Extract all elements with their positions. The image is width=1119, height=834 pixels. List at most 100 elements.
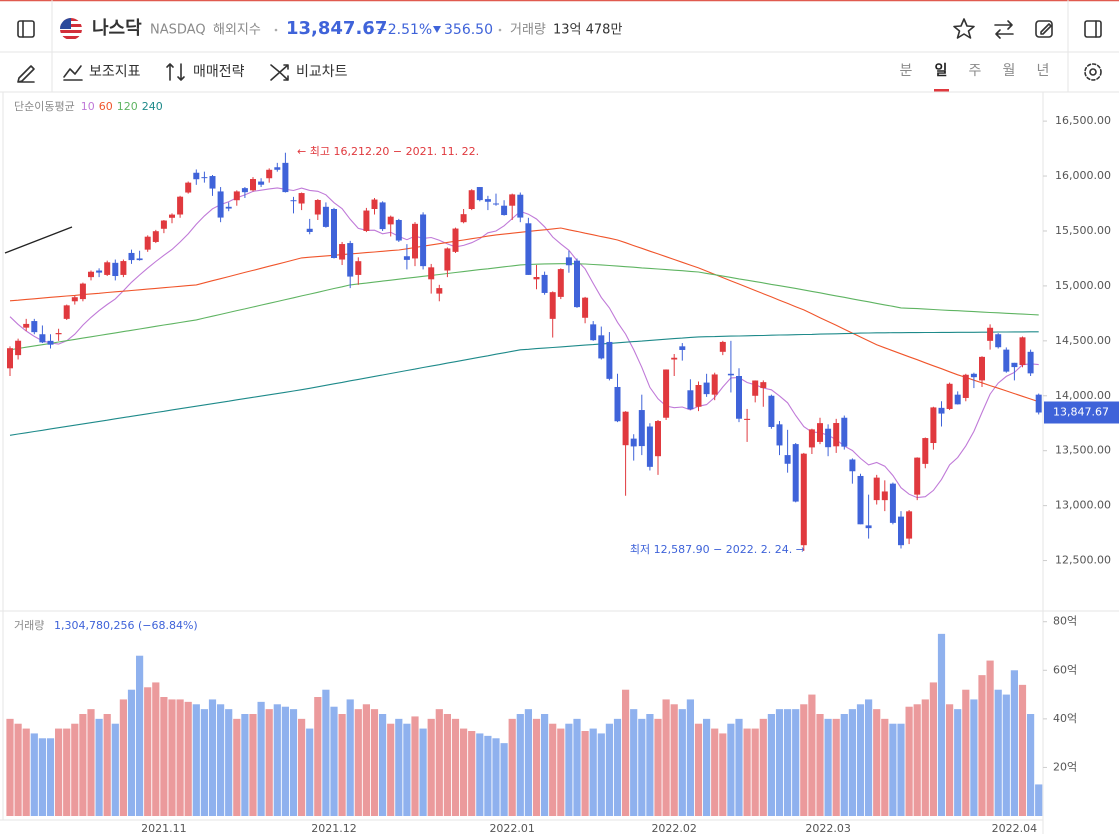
draw-tool[interactable] xyxy=(17,65,35,83)
candle-body xyxy=(412,223,418,259)
period-tab[interactable]: 분 xyxy=(900,63,913,79)
favorite-button[interactable] xyxy=(953,18,975,39)
volume-bar xyxy=(630,709,638,816)
volume-bar xyxy=(986,660,994,816)
tool-label[interactable]: 보조지표 xyxy=(89,64,141,80)
candle-body xyxy=(428,267,435,280)
volume-bar xyxy=(1027,714,1035,816)
volume-bar xyxy=(136,655,144,816)
volume-bar xyxy=(289,709,298,816)
volume-bar xyxy=(784,709,792,816)
x-tick-label: 2022.04 xyxy=(992,822,1038,834)
volume-bar xyxy=(200,709,208,816)
swap-button[interactable] xyxy=(994,20,1014,39)
volume-bar xyxy=(759,718,767,816)
candle-body xyxy=(355,261,362,275)
volume-bar xyxy=(743,728,751,816)
volume-bar xyxy=(565,723,573,816)
strategy-button[interactable]: 매매전략 xyxy=(166,63,245,81)
volume-bar xyxy=(678,709,686,816)
period-tab[interactable]: 년 xyxy=(1037,63,1050,79)
candle-body xyxy=(177,196,184,215)
volume-bar xyxy=(152,682,160,816)
volume-bar xyxy=(638,718,646,816)
candle-body xyxy=(209,176,216,189)
panel-toggle[interactable] xyxy=(1084,20,1102,38)
trend-line-drawing[interactable] xyxy=(4,226,73,254)
candle-body xyxy=(23,323,30,328)
y-tick-label: 13,000.00 xyxy=(1055,499,1111,512)
indicator-button[interactable]: 보조지표 xyxy=(63,64,141,81)
dot xyxy=(274,28,278,32)
volume-bar xyxy=(816,714,824,816)
candle-body xyxy=(825,428,832,448)
volume-bar xyxy=(322,689,330,816)
volume-bar xyxy=(225,709,233,816)
candle-body xyxy=(727,373,734,376)
tool-label[interactable]: 비교차트 xyxy=(296,64,348,80)
candle-body xyxy=(144,236,151,250)
candle-body xyxy=(128,252,135,261)
volume-bar xyxy=(970,699,978,816)
candle-body xyxy=(768,395,775,427)
settings-button[interactable] xyxy=(1084,63,1102,81)
sidebar-toggle[interactable] xyxy=(17,20,35,38)
volume-bar xyxy=(703,718,711,816)
volume-bar xyxy=(46,738,55,816)
candle-body xyxy=(638,410,645,447)
change-pct: −2.51% xyxy=(376,22,432,38)
candle-body xyxy=(760,382,767,389)
volume-bar xyxy=(654,718,662,816)
edit-button[interactable] xyxy=(1035,20,1053,38)
volume-bar xyxy=(800,704,808,816)
candle-body xyxy=(493,203,499,205)
candle-body xyxy=(39,334,46,343)
volume-bar xyxy=(978,675,986,816)
volume-bar xyxy=(573,718,581,816)
candle-body xyxy=(646,426,653,467)
tool-label[interactable]: 매매전략 xyxy=(193,64,245,80)
volume-bar xyxy=(662,699,670,816)
volume-bar xyxy=(549,723,557,816)
volume-bar xyxy=(443,714,451,816)
volume-bar xyxy=(87,709,95,816)
volume-bar xyxy=(1035,784,1043,816)
candle-body xyxy=(420,214,427,267)
period-tab[interactable]: 주 xyxy=(969,63,982,79)
volume-bar xyxy=(686,699,694,816)
moving-average-line xyxy=(9,187,1039,499)
candle-body xyxy=(922,438,929,464)
volume-bar xyxy=(670,704,678,816)
candle-body xyxy=(671,357,678,360)
candle-body xyxy=(833,423,840,447)
volume-bar xyxy=(119,699,127,816)
x-tick-label: 2022.03 xyxy=(805,822,851,834)
volume-bar xyxy=(160,697,168,816)
candle-body xyxy=(47,340,54,345)
x-tick-label: 2022.01 xyxy=(489,822,535,834)
volume-bar xyxy=(71,723,79,816)
candle-body xyxy=(371,199,378,210)
period-tab[interactable]: 월 xyxy=(1003,63,1016,79)
candle-body xyxy=(630,438,637,447)
candle-body xyxy=(15,340,22,356)
volume-bar xyxy=(937,633,946,816)
volume-bar xyxy=(6,718,14,816)
last-price-label: 13,847.67 xyxy=(1053,406,1109,419)
candle-body xyxy=(995,334,1002,348)
period-tab-selected[interactable]: 일 xyxy=(935,63,948,79)
candle-body xyxy=(96,270,103,273)
compare-button[interactable]: 비교차트 xyxy=(270,64,348,81)
volume-bar xyxy=(111,723,119,816)
volume-bar xyxy=(338,714,346,816)
candle-body xyxy=(565,257,572,266)
volume-bar xyxy=(395,718,403,816)
candle-body xyxy=(136,258,143,261)
volume-bar xyxy=(589,728,597,816)
candle-body xyxy=(403,256,410,260)
candle-body xyxy=(266,169,273,179)
volume-bar xyxy=(14,723,22,816)
volume-bar xyxy=(370,709,379,816)
candle-body xyxy=(88,271,94,278)
y-tick-label: 16,500.00 xyxy=(1055,114,1111,127)
